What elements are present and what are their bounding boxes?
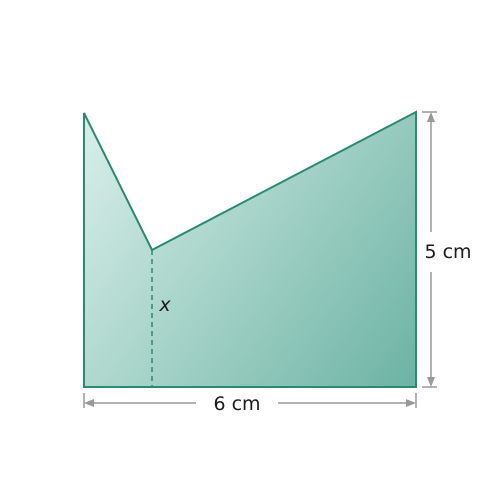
width-dimension	[83, 393, 417, 408]
variable-x-label: x	[158, 294, 171, 316]
composite-shape	[83, 110, 417, 388]
height-label: 5 cm	[424, 241, 471, 263]
height-arrow-top	[427, 112, 435, 122]
width-arrow-right	[406, 399, 416, 407]
height-dimension	[422, 111, 437, 388]
width-arrow-left	[84, 399, 94, 407]
width-label: 6 cm	[213, 393, 260, 415]
height-arrow-bottom	[427, 377, 435, 387]
